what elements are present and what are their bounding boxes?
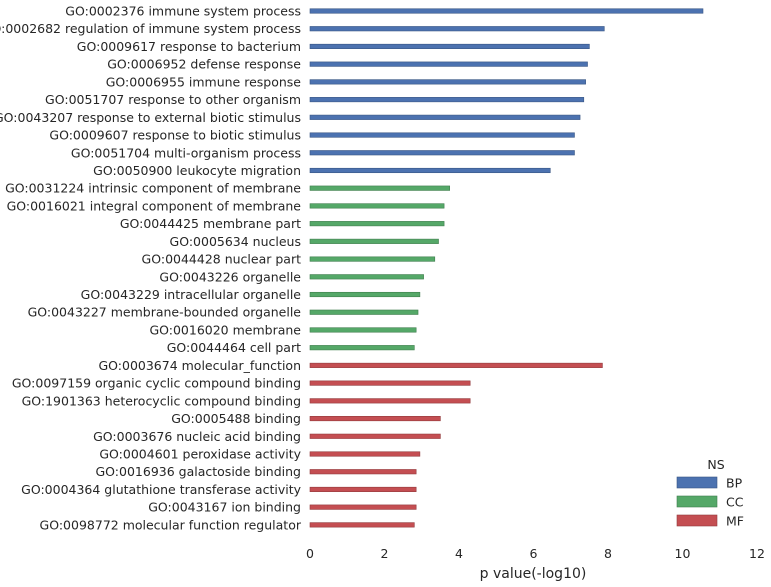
- bar-mf: [309, 433, 441, 439]
- bar-mf: [309, 362, 603, 368]
- bar-cc: [309, 345, 415, 351]
- bar-bp: [309, 114, 581, 120]
- x-tick-label: 6: [530, 546, 538, 561]
- legend-label-mf: MF: [726, 514, 744, 529]
- bar-bp: [309, 43, 590, 49]
- category-label: GO:0009617 response to bacterium: [77, 39, 301, 54]
- category-label: GO:0016021 integral component of membran…: [7, 198, 302, 213]
- bar-cc: [309, 274, 424, 280]
- x-tick-labels-layer: 0 2 4 6 8 10 12: [306, 546, 765, 561]
- category-label: GO:0009607 response to biotic stimulus: [49, 128, 301, 143]
- category-label: GO:0004364 glutathione transferase activ…: [21, 482, 301, 497]
- category-label: GO:0043227 membrane-bounded organelle: [28, 305, 302, 320]
- legend-label-cc: CC: [726, 495, 744, 510]
- category-label: GO:1901363 heterocyclic compound binding: [22, 393, 301, 408]
- legend: NS BP CC MF: [676, 457, 744, 529]
- category-label: GO:0005488 binding: [171, 411, 301, 426]
- category-label: GO:0043167 ion binding: [148, 500, 301, 515]
- x-tick-label: 8: [604, 546, 612, 561]
- legend-swatch-mf: [676, 514, 718, 527]
- bar-cc: [309, 309, 419, 315]
- category-label: GO:0006952 defense response: [107, 57, 301, 72]
- category-label: GO:0016936 galactoside binding: [96, 464, 302, 479]
- category-label: GO:0097159 organic cyclic compound bindi…: [12, 376, 301, 391]
- category-label: GO:0051707 response to other organism: [45, 92, 301, 107]
- category-label: GO:0003676 nucleic acid binding: [93, 429, 301, 444]
- bar-mf: [309, 451, 421, 457]
- category-label: GO:0044428 nuclear part: [142, 252, 302, 267]
- category-label: GO:0004601 peroxidase activity: [99, 447, 301, 462]
- legend-title: NS: [707, 457, 724, 472]
- category-label: GO:0043226 organelle: [159, 269, 301, 284]
- x-tick-label: 4: [455, 546, 463, 561]
- category-label: GO:0044425 membrane part: [120, 216, 301, 231]
- bar-mf: [309, 469, 417, 475]
- category-label: GO:0044464 cell part: [167, 340, 301, 355]
- category-label: GO:0006955 immune response: [106, 74, 302, 89]
- category-label: GO:0051704 multi-organism process: [71, 145, 301, 160]
- category-label: GO:0003674 molecular_function: [98, 358, 301, 373]
- x-tick-label: 10: [675, 546, 691, 561]
- bar-mf: [309, 504, 417, 510]
- category-label: GO:0098772 molecular function regulator: [40, 517, 302, 532]
- bar-bp: [309, 167, 551, 174]
- category-label: GO:0005634 nucleus: [170, 234, 301, 249]
- bar-cc: [309, 238, 439, 244]
- category-label: GO:0002682 regulation of immune system p…: [0, 21, 301, 36]
- x-tick-label: 2: [381, 546, 389, 561]
- bar-bp: [309, 61, 588, 67]
- bar-bp: [309, 150, 575, 156]
- x-axis-label: p value(-log10): [480, 566, 587, 582]
- x-tick-label: 0: [306, 546, 314, 561]
- bar-mf: [309, 486, 417, 492]
- bar-cc: [309, 256, 436, 262]
- category-label: GO:0016020 membrane: [149, 322, 301, 337]
- bar-cc: [309, 291, 421, 298]
- legend-swatch-cc: [676, 495, 718, 508]
- bar-bp: [309, 8, 704, 14]
- x-tick-label: 12: [749, 546, 765, 561]
- bar-cc: [309, 327, 417, 333]
- bar-mf: [309, 380, 471, 386]
- category-label: GO:0043229 intracellular organelle: [81, 287, 302, 302]
- bar-mf: [309, 398, 471, 404]
- bar-cc: [309, 185, 450, 191]
- bar-bp: [309, 26, 605, 32]
- bar-mf: [309, 416, 441, 422]
- bar-bp: [309, 79, 586, 85]
- category-label: GO:0050900 leukocyte migration: [93, 163, 301, 178]
- bar-bp: [309, 97, 585, 103]
- bars-layer: [309, 8, 704, 528]
- category-label: GO:0031224 intrinsic component of membra…: [5, 181, 301, 196]
- legend-swatch-bp: [676, 476, 718, 489]
- bar-mf: [309, 522, 415, 528]
- category-label: GO:0043207 response to external biotic s…: [0, 110, 301, 125]
- legend-label-bp: BP: [726, 476, 743, 491]
- bar-bp: [309, 132, 575, 138]
- bar-cc: [309, 221, 445, 227]
- category-label: GO:0002376 immune system process: [65, 4, 301, 19]
- category-labels-layer: GO:0002376 immune system process GO:00026…: [0, 4, 302, 533]
- bar-cc: [309, 203, 445, 209]
